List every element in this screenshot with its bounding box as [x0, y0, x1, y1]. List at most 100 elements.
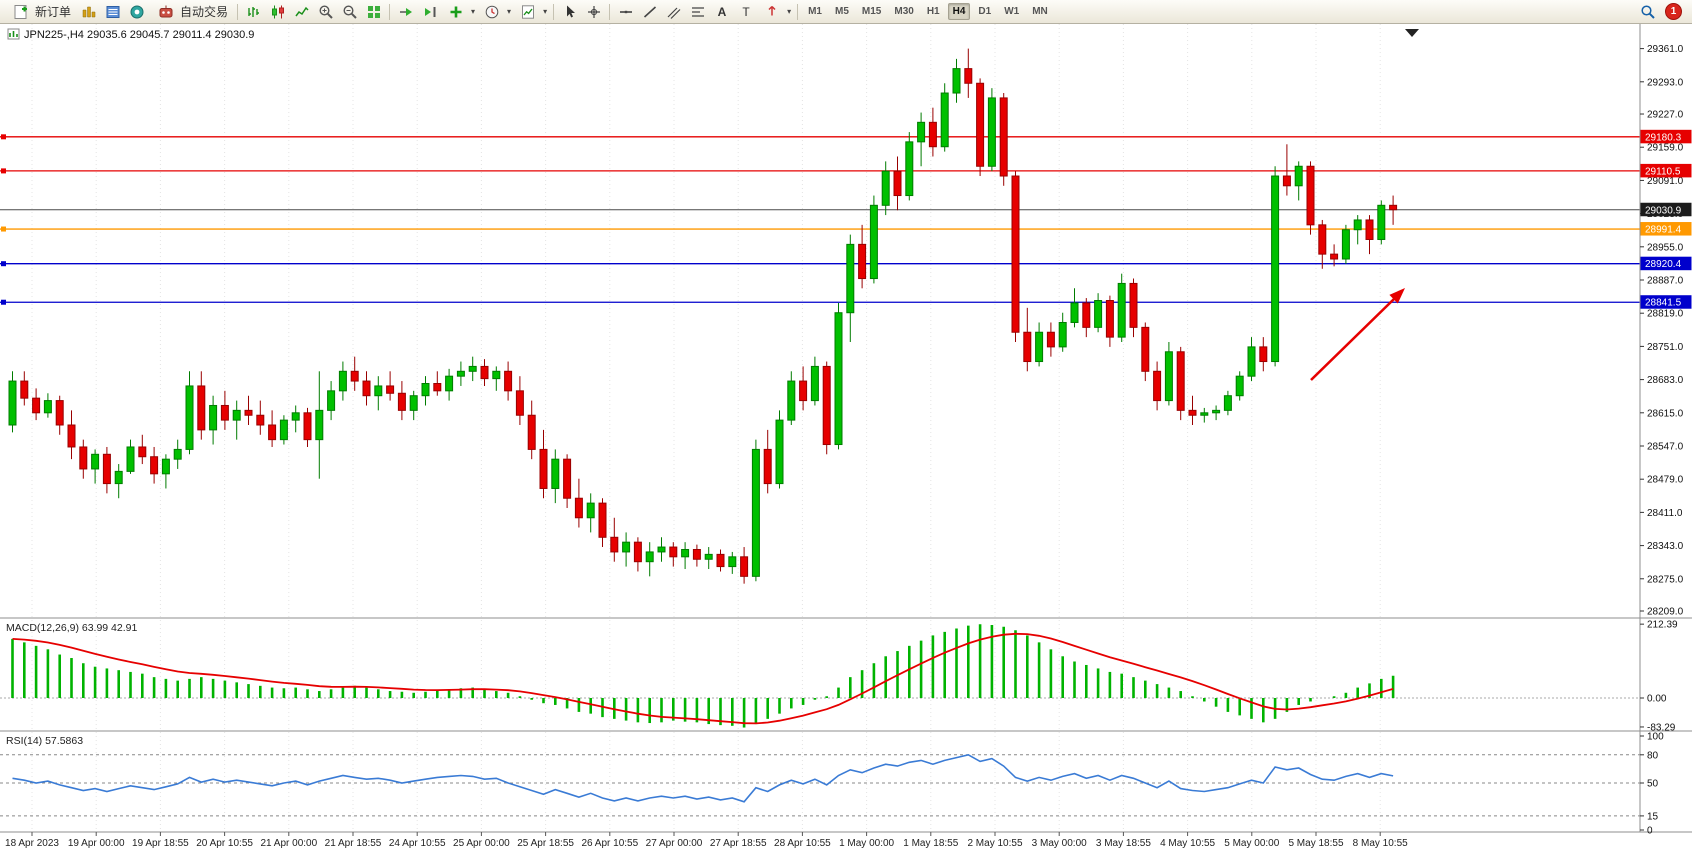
axis-price-tag: 29180.3 — [1640, 129, 1692, 144]
time-axis[interactable]: 18 Apr 2023 19 Apr 00:00 19 Apr 18:55 20 Ap… — [5, 832, 1408, 849]
svg-text:28343.0: 28343.0 — [1647, 541, 1684, 552]
pane-labels: MACD(12,26,9) 63.99 42.91 RSI(14) 57.5863 — [6, 622, 137, 747]
chart-menu-arrow-icon[interactable] — [1405, 29, 1419, 37]
periods-menu-button[interactable]: ▾ — [478, 1, 513, 23]
macd-axis[interactable]: 212.39 0.00 -83.29 — [1640, 620, 1678, 734]
svg-text:18 Apr 2023: 18 Apr 2023 — [5, 838, 59, 849]
svg-text:0: 0 — [1647, 826, 1653, 837]
timeframe-d1[interactable]: D1 — [978, 6, 992, 17]
horizontal-line[interactable] — [0, 261, 1640, 267]
svg-text:28209.0: 28209.0 — [1647, 607, 1684, 618]
new-order-button[interactable]: 新订单 — [4, 1, 76, 23]
timeframe-mn[interactable]: MN — [1032, 6, 1048, 17]
line-chart-icon[interactable] — [290, 1, 313, 23]
trendline-icon[interactable] — [638, 1, 661, 23]
svg-text:28819.0: 28819.0 — [1647, 309, 1684, 320]
auto-scroll-icon[interactable] — [394, 1, 417, 23]
equidistant-channel-icon[interactable] — [662, 1, 685, 23]
search-icon[interactable] — [1636, 1, 1659, 23]
crosshair-icon[interactable] — [582, 1, 605, 23]
svg-text:28841.5: 28841.5 — [1645, 298, 1682, 309]
bar-chart-icon[interactable] — [242, 1, 265, 23]
candlestick-chart-icon[interactable] — [266, 1, 289, 23]
timeframe-h1[interactable]: H1 — [926, 6, 940, 17]
svg-text:25 Apr 00:00: 25 Apr 00:00 — [453, 838, 510, 849]
svg-text:27 Apr 18:55: 27 Apr 18:55 — [710, 838, 767, 849]
tile-windows-icon[interactable] — [362, 1, 385, 23]
horizontal-line[interactable] — [0, 299, 1640, 305]
svg-text:T: T — [742, 5, 750, 19]
timeframe-w1[interactable]: W1 — [1004, 6, 1020, 17]
svg-text:212.39: 212.39 — [1647, 620, 1678, 631]
cursor-icon[interactable] — [558, 1, 581, 23]
svg-text:28615.0: 28615.0 — [1647, 408, 1684, 419]
fibonacci-icon[interactable] — [686, 1, 709, 23]
arrow-objects-button[interactable]: ▾ — [758, 1, 793, 23]
rsi-axis[interactable]: 100 80 50 15 0 — [1640, 732, 1664, 837]
market-watch-icon[interactable] — [77, 1, 100, 23]
svg-text:28991.4: 28991.4 — [1645, 225, 1682, 236]
svg-text:3 May 18:55: 3 May 18:55 — [1096, 838, 1151, 849]
svg-text:29091.0: 29091.0 — [1647, 176, 1684, 187]
svg-text:8 May 10:55: 8 May 10:55 — [1353, 838, 1408, 849]
svg-text:3 May 00:00: 3 May 00:00 — [1032, 838, 1087, 849]
svg-text:28479.0: 28479.0 — [1647, 475, 1684, 486]
zoom-out-icon[interactable] — [338, 1, 361, 23]
timeframe-m5[interactable]: M5 — [835, 6, 849, 17]
chart-symbol-icon — [7, 28, 20, 40]
templates-menu-button — [516, 1, 539, 23]
svg-text:28275.0: 28275.0 — [1647, 574, 1684, 585]
data-window-icon[interactable] — [101, 1, 124, 23]
arrow-objects-button — [760, 1, 783, 23]
horizontal-line[interactable] — [0, 134, 1640, 140]
svg-text:0.00: 0.00 — [1647, 694, 1667, 705]
toolbar-separator — [797, 3, 799, 20]
svg-text:29361.0: 29361.0 — [1647, 44, 1684, 55]
timeframe-m1[interactable]: M1 — [808, 6, 822, 17]
axis-price-tag: 28920.4 — [1640, 256, 1692, 271]
auto-trading-button[interactable]: 自动交易 — [149, 1, 233, 23]
macd-label: MACD(12,26,9) 63.99 42.91 — [6, 622, 137, 634]
text-icon[interactable]: A — [710, 1, 733, 23]
toolbar-separator — [609, 3, 611, 20]
timeframe-h4[interactable]: H4 — [947, 3, 971, 20]
price-axis[interactable]: 29361.029293.029227.029159.029091.029023… — [1640, 44, 1692, 618]
pane-frames — [0, 24, 1692, 833]
new-order-button-label: 新订单 — [35, 5, 72, 19]
svg-text:20 Apr 10:55: 20 Apr 10:55 — [196, 838, 253, 849]
axis-price-tag: 28841.5 — [1640, 295, 1692, 309]
zoom-in-icon[interactable] — [314, 1, 337, 23]
svg-text:80: 80 — [1647, 750, 1659, 761]
indicators-menu-button[interactable]: ▾ — [442, 1, 477, 23]
navigator-icon[interactable] — [125, 1, 148, 23]
text-label-icon[interactable]: T — [734, 1, 757, 23]
svg-text:-83.29: -83.29 — [1647, 722, 1676, 733]
new-order-icon[interactable] — [9, 1, 32, 23]
svg-text:28920.4: 28920.4 — [1645, 259, 1682, 270]
svg-text:4 May 10:55: 4 May 10:55 — [1160, 838, 1215, 849]
svg-text:2 May 10:55: 2 May 10:55 — [967, 838, 1022, 849]
toolbar: 新订单 自动交易 ▾ ▾ ▾ A T ▾ M1 M5 M15 M30 H1 H4 D1 W1 MN 1 — [0, 0, 1692, 24]
notification-badge[interactable]: 1 — [1665, 3, 1682, 20]
svg-text:5 May 00:00: 5 May 00:00 — [1224, 838, 1279, 849]
auto-trading-icon[interactable] — [154, 1, 177, 23]
templates-menu-button[interactable]: ▾ — [514, 1, 549, 23]
rsi-pane — [0, 753, 1640, 817]
svg-text:29110.5: 29110.5 — [1645, 166, 1681, 177]
svg-text:29227.0: 29227.0 — [1647, 110, 1684, 121]
chart-header: JPN225-,H4 29035.6 29045.7 29011.4 29030… — [7, 28, 1419, 41]
toolbar-separator — [389, 3, 391, 20]
timeframe-m15[interactable]: M15 — [861, 6, 882, 17]
chart-shift-icon[interactable] — [418, 1, 441, 23]
horizontal-line[interactable] — [0, 168, 1640, 174]
svg-text:21 Apr 18:55: 21 Apr 18:55 — [325, 838, 382, 849]
trend-arrow-annotation[interactable] — [1310, 288, 1405, 381]
dropdown-caret-icon: ▾ — [543, 7, 548, 16]
svg-text:29030.9: 29030.9 — [1645, 205, 1682, 216]
horizontal-line-icon[interactable] — [614, 1, 637, 23]
dropdown-caret-icon: ▾ — [507, 7, 512, 16]
axis-price-tag: 29110.5 — [1640, 163, 1692, 178]
timeframe-m30[interactable]: M30 — [894, 6, 914, 17]
svg-text:A: A — [717, 5, 726, 19]
